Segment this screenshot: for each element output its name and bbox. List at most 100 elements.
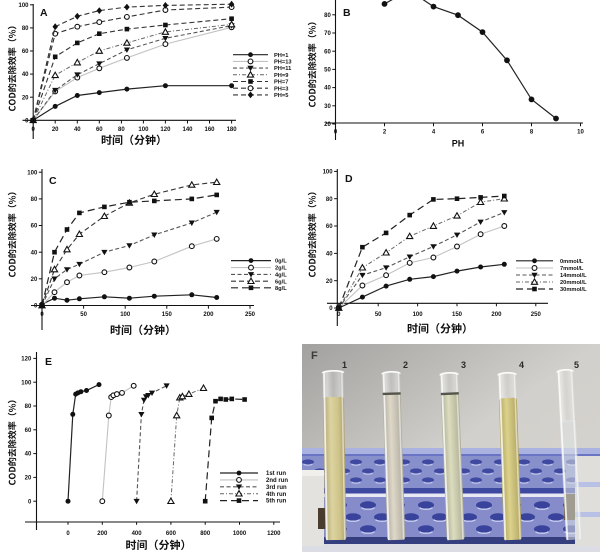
svg-text:20mmol/L: 20mmol/L <box>560 280 587 286</box>
svg-text:40: 40 <box>324 86 331 92</box>
svg-text:120: 120 <box>160 127 171 133</box>
svg-text:50: 50 <box>375 312 382 318</box>
svg-text:20: 20 <box>31 277 38 283</box>
svg-text:A: A <box>40 7 48 19</box>
svg-text:2: 2 <box>403 360 408 370</box>
svg-text:40: 40 <box>31 250 38 256</box>
svg-text:0: 0 <box>40 312 44 318</box>
svg-text:E: E <box>45 356 52 368</box>
svg-text:600: 600 <box>166 531 177 537</box>
svg-text:5th run: 5th run <box>266 499 287 505</box>
svg-text:50: 50 <box>80 312 87 318</box>
svg-text:0: 0 <box>34 304 38 310</box>
svg-text:D: D <box>345 173 353 185</box>
svg-text:40: 40 <box>22 72 29 78</box>
svg-text:14mmol/L: 14mmol/L <box>560 273 587 279</box>
svg-text:3rd run: 3rd run <box>266 485 287 491</box>
svg-text:0g/L: 0g/L <box>275 259 287 265</box>
svg-text:20: 20 <box>326 279 333 285</box>
svg-text:C: C <box>49 175 57 187</box>
svg-text:0: 0 <box>25 118 29 124</box>
svg-text:20: 20 <box>324 122 331 128</box>
svg-text:60: 60 <box>31 224 38 230</box>
svg-text:F: F <box>311 350 318 362</box>
svg-text:100: 100 <box>120 312 131 318</box>
svg-text:100: 100 <box>27 170 38 176</box>
svg-text:250: 250 <box>531 312 542 318</box>
svg-text:80: 80 <box>22 26 29 32</box>
svg-text:2g/L: 2g/L <box>275 266 287 272</box>
svg-text:2nd run: 2nd run <box>266 478 288 484</box>
svg-text:120: 120 <box>21 357 32 363</box>
svg-text:10: 10 <box>577 130 584 136</box>
svg-text:1st run: 1st run <box>266 471 286 477</box>
svg-text:100: 100 <box>413 312 424 318</box>
svg-text:200: 200 <box>203 312 214 318</box>
svg-text:60: 60 <box>22 49 29 55</box>
svg-text:0: 0 <box>66 531 70 537</box>
svg-text:8: 8 <box>530 130 534 136</box>
svg-text:150: 150 <box>452 312 463 318</box>
svg-text:PH=9: PH=9 <box>274 73 288 79</box>
svg-text:80: 80 <box>324 13 331 19</box>
svg-text:4th run: 4th run <box>266 492 287 498</box>
svg-text:160: 160 <box>204 127 215 133</box>
svg-text:0mmol/L: 0mmol/L <box>560 259 584 265</box>
svg-text:30: 30 <box>324 104 331 110</box>
svg-text:1000: 1000 <box>233 531 247 537</box>
svg-text:0: 0 <box>28 499 32 505</box>
svg-text:20: 20 <box>52 127 59 133</box>
svg-text:250: 250 <box>245 312 256 318</box>
svg-text:180: 180 <box>227 127 238 133</box>
svg-text:140: 140 <box>182 127 193 133</box>
svg-text:60: 60 <box>326 224 333 230</box>
svg-text:100: 100 <box>18 3 29 9</box>
svg-text:30mmol/L: 30mmol/L <box>560 287 587 293</box>
svg-text:20: 20 <box>22 95 29 101</box>
svg-text:B: B <box>343 7 351 19</box>
svg-text:PH=1: PH=1 <box>274 53 288 59</box>
svg-text:150: 150 <box>162 312 173 318</box>
svg-text:800: 800 <box>200 531 211 537</box>
svg-text:80: 80 <box>326 197 333 203</box>
svg-text:PH: PH <box>452 139 465 149</box>
svg-text:80: 80 <box>118 127 125 133</box>
svg-text:70: 70 <box>324 31 331 37</box>
svg-text:20: 20 <box>25 476 32 482</box>
svg-text:PH=5: PH=5 <box>274 93 288 99</box>
svg-text:80: 80 <box>25 404 32 410</box>
svg-text:60: 60 <box>324 49 331 55</box>
svg-text:PH=3: PH=3 <box>274 86 288 92</box>
svg-text:80: 80 <box>31 197 38 203</box>
svg-text:PH=13: PH=13 <box>274 60 292 66</box>
svg-text:6: 6 <box>481 130 485 136</box>
svg-text:60: 60 <box>96 127 103 133</box>
svg-text:PH=7: PH=7 <box>274 80 288 86</box>
svg-text:3: 3 <box>461 360 466 370</box>
svg-text:200: 200 <box>491 312 502 318</box>
svg-text:0: 0 <box>334 130 338 136</box>
svg-text:6g/L: 6g/L <box>275 279 287 285</box>
svg-text:1200: 1200 <box>267 531 281 537</box>
svg-text:PH=11: PH=11 <box>274 66 291 72</box>
svg-text:100: 100 <box>21 380 32 386</box>
svg-text:50: 50 <box>324 68 331 74</box>
svg-text:8g/L: 8g/L <box>275 286 287 292</box>
svg-text:400: 400 <box>132 531 143 537</box>
svg-text:4: 4 <box>432 130 436 136</box>
svg-text:100: 100 <box>323 170 334 176</box>
svg-text:0: 0 <box>337 312 341 318</box>
svg-text:7mmol/L: 7mmol/L <box>560 266 584 272</box>
svg-text:1: 1 <box>342 360 347 370</box>
svg-text:2: 2 <box>383 130 387 136</box>
svg-text:5: 5 <box>574 360 579 370</box>
svg-text:40: 40 <box>74 127 81 133</box>
svg-text:4g/L: 4g/L <box>275 273 287 279</box>
svg-text:0: 0 <box>329 306 333 312</box>
svg-text:40: 40 <box>326 252 333 258</box>
svg-text:200: 200 <box>97 531 108 537</box>
svg-text:40: 40 <box>25 452 32 458</box>
svg-text:4: 4 <box>519 360 524 370</box>
svg-text:100: 100 <box>138 127 149 133</box>
svg-text:0: 0 <box>32 127 36 133</box>
